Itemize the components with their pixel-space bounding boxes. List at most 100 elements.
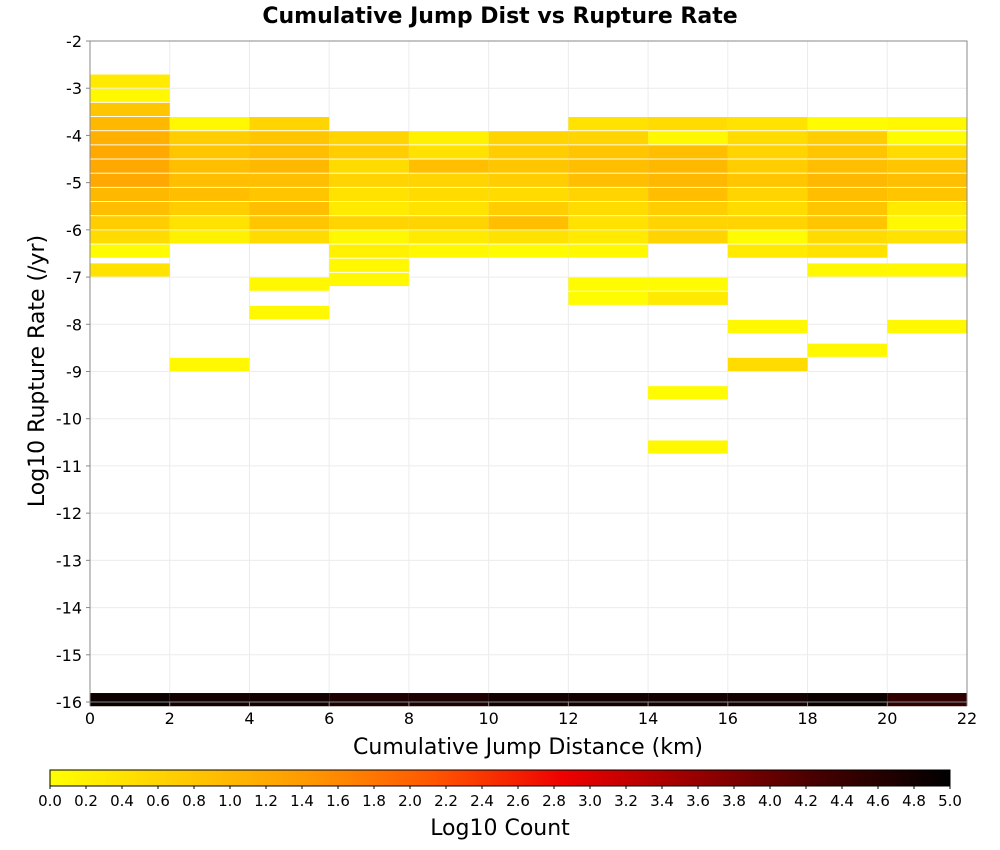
heatmap-cell [648,230,728,244]
heatmap-cell [568,202,649,216]
y-tick-label: -5 [66,174,82,193]
heatmap-cell [329,244,409,258]
heatmap-cell [568,173,649,187]
colorbar-label: Log10 Count [430,816,570,841]
heatmap-cell [727,693,808,707]
heatmap-cell [887,216,967,230]
heatmap-cell [727,216,808,230]
y-tick-label: -12 [56,504,82,523]
heatmap-cell [249,159,330,173]
y-tick-label: -3 [66,79,82,98]
heatmap-cell [249,305,330,320]
colorbar-tick-label: 1.0 [218,792,242,810]
colorbar-tick-label: 0.0 [38,792,62,810]
x-tick-label: 10 [478,709,498,728]
heatmap-cell [408,202,489,216]
heatmap-cell [887,693,967,707]
heatmap-cell [887,117,967,131]
heatmap-cell [568,216,649,230]
heatmap-cell [329,173,409,187]
heatmap-cell [408,230,489,244]
heatmap-cell [408,216,489,230]
heatmap-cell [90,131,170,145]
heatmap-cell [488,216,569,230]
heatmap-cell [648,277,728,291]
colorbar-tick-label: 2.6 [506,792,530,810]
heatmap-cell [568,187,649,202]
heatmap-cell [568,693,649,707]
heatmap-cell [90,88,170,102]
heatmap-cell [648,173,728,187]
heatmap-cell [90,216,170,230]
heatmap-cell [807,202,888,216]
x-tick-label: 14 [638,709,658,728]
heatmap-cell [807,230,888,244]
heatmap-cell [727,145,808,159]
colorbar-tick-label: 2.4 [470,792,494,810]
heatmap-cell [887,187,967,202]
heatmap-cell [408,187,489,202]
heatmap-cell [568,244,649,258]
y-tick-label: -9 [66,363,82,382]
heatmap-cell [807,159,888,173]
y-tick-label: -13 [56,551,82,570]
heatmap-cell [169,357,250,372]
heatmap-cell [169,131,250,145]
heatmap-cell [807,216,888,230]
heatmap-cell [169,117,250,131]
heatmap-cell [648,159,728,173]
heatmap-cell [169,216,250,230]
heatmap-cell [568,131,649,145]
heatmap-cell [329,145,409,159]
heatmap-cell [169,187,250,202]
heatmap-cell [169,145,250,159]
heatmap-cell [90,202,170,216]
heatmap-cell [807,117,888,131]
heatmap-cell [488,145,569,159]
colorbar-tick-label: 5.0 [938,792,962,810]
heatmap-cell [807,263,888,277]
heatmap-cell [169,693,250,707]
heatmap-cell [807,145,888,159]
heatmap-cell [727,117,808,131]
heatmap-cell [568,277,649,291]
heatmap-cell [329,693,409,707]
colorbar-tick-label: 3.4 [650,792,674,810]
y-tick-label: -11 [56,457,82,476]
x-tick-label: 8 [404,709,414,728]
heatmap-cell [408,244,489,258]
x-tick-label: 0 [85,709,95,728]
colorbar-tick-label: 4.4 [830,792,854,810]
heatmap-cell [648,291,728,305]
heatmap-cell [568,145,649,159]
heatmap-cell [488,131,569,145]
colorbar-tick-label: 0.2 [74,792,98,810]
colorbar-tick-label: 2.0 [398,792,422,810]
heatmap-cell [727,173,808,187]
colorbar-tick-label: 1.2 [254,792,278,810]
colorbar-tick-label: 3.6 [686,792,710,810]
y-tick-label: -10 [56,410,82,429]
heatmap-cell [488,202,569,216]
heatmap-cell [90,145,170,159]
colorbar-tick-label: 0.6 [146,792,170,810]
heatmap-cell [648,187,728,202]
heatmap-cell [169,230,250,244]
y-tick-label: -4 [66,126,82,145]
heatmap-cell [90,173,170,187]
chart-title: Cumulative Jump Dist vs Rupture Rate [262,4,737,29]
heatmap-cell [329,216,409,230]
heatmap-cell [408,693,489,707]
colorbar-tick-label: 1.8 [362,792,386,810]
heatmap-cell [727,244,808,258]
colorbar-tick-label: 2.2 [434,792,458,810]
colorbar-tick-label: 4.2 [794,792,818,810]
heatmap-cell [90,102,170,117]
colorbar-tick-label: 3.8 [722,792,746,810]
heatmap-cell [727,202,808,216]
heatmap-cell [727,357,808,372]
heatmap-cell [568,230,649,244]
heatmap-cell [488,173,569,187]
heatmap-cell [249,173,330,187]
